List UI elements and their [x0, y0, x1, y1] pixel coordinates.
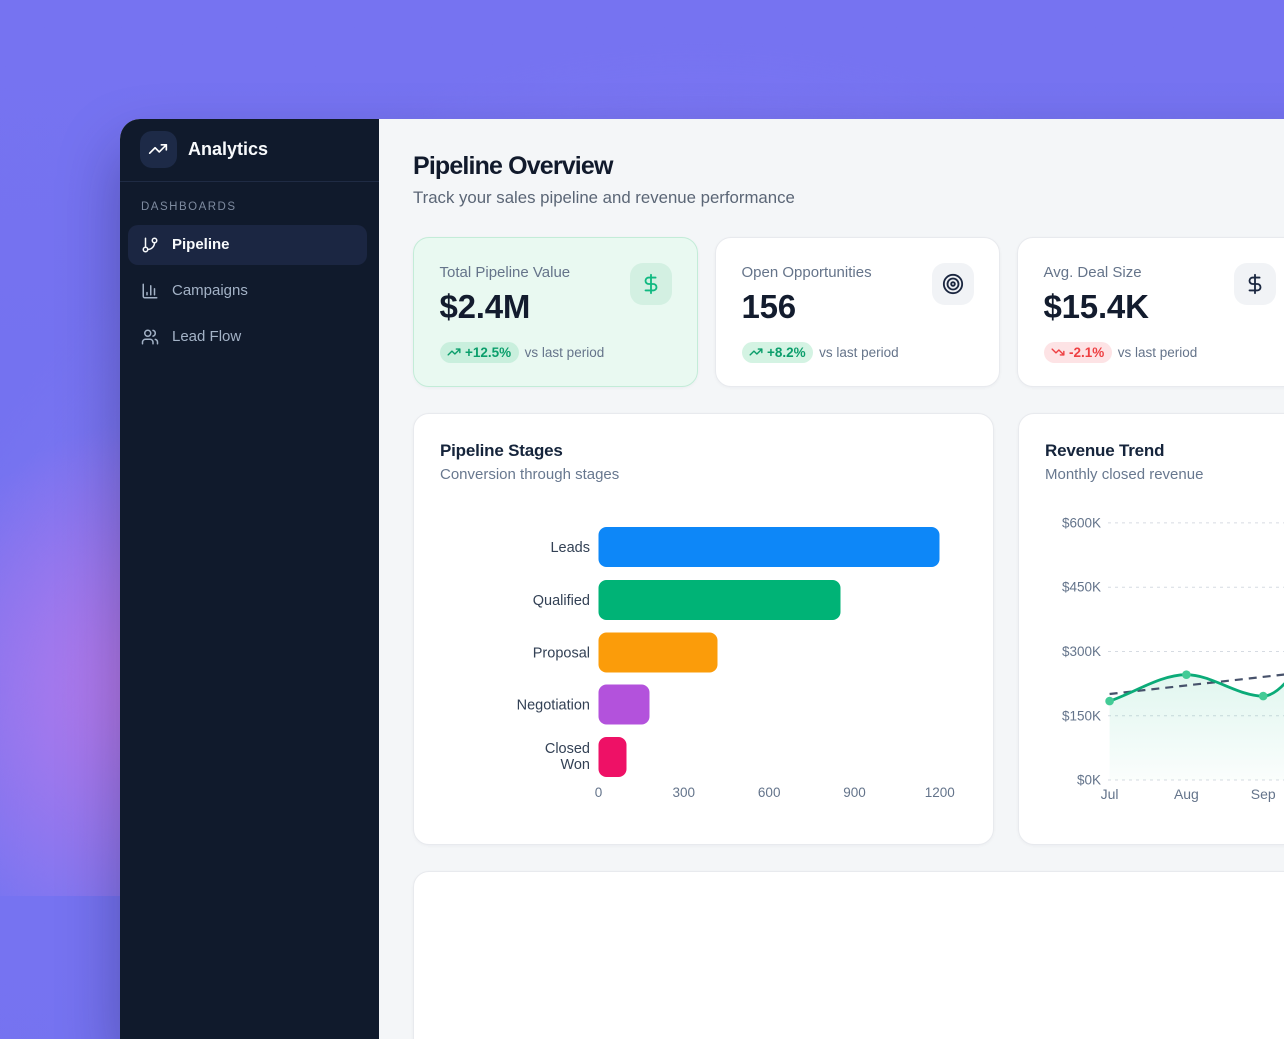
svg-text:1200: 1200	[925, 785, 955, 800]
svg-text:Closed: Closed	[545, 741, 590, 757]
svg-text:$450K: $450K	[1062, 579, 1101, 594]
svg-text:0: 0	[595, 785, 603, 800]
svg-text:$0K: $0K	[1077, 772, 1101, 787]
svg-text:Aug: Aug	[1174, 786, 1199, 802]
svg-text:900: 900	[843, 785, 866, 800]
svg-text:600: 600	[758, 785, 781, 800]
svg-text:Jul: Jul	[1101, 786, 1119, 802]
svg-text:Sep: Sep	[1251, 786, 1276, 802]
svg-text:Leads: Leads	[550, 540, 590, 556]
svg-text:$600K: $600K	[1062, 515, 1101, 530]
svg-text:Proposal: Proposal	[533, 645, 590, 661]
svg-text:$150K: $150K	[1062, 708, 1101, 723]
svg-text:Qualified: Qualified	[533, 593, 590, 609]
svg-text:$300K: $300K	[1062, 644, 1101, 659]
svg-text:Negotiation: Negotiation	[517, 697, 590, 713]
svg-text:Won: Won	[560, 757, 590, 773]
svg-text:300: 300	[673, 785, 696, 800]
